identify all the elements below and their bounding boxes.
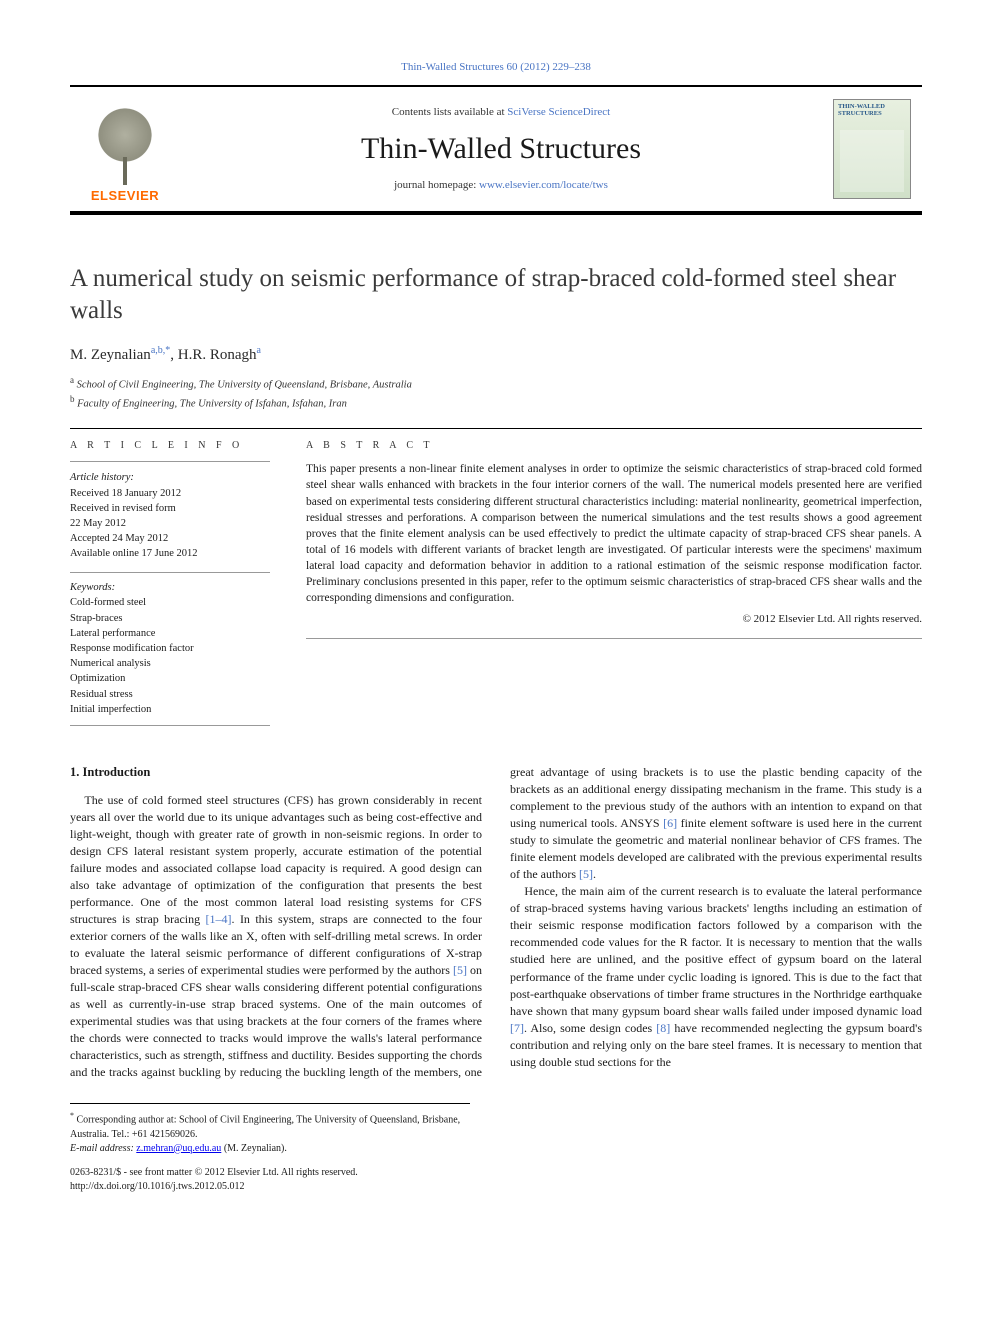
kw-4: Numerical analysis — [70, 658, 151, 669]
header-citation: Thin-Walled Structures 60 (2012) 229–238 — [70, 60, 922, 75]
p1a: The use of cold formed steel structures … — [70, 793, 482, 926]
keywords-label: Keywords: — [70, 572, 270, 596]
affil-b-marker: b — [70, 394, 75, 404]
kw-1: Strap-braces — [70, 613, 122, 624]
cite-5a[interactable]: [5] — [453, 963, 467, 977]
author-1-affil[interactable]: a,b, — [151, 345, 165, 356]
cover-thumb-title: THIN-WALLED STRUCTURES — [838, 104, 906, 117]
cover-thumb-body — [840, 130, 904, 192]
title-block: A numerical study on seismic performance… — [70, 263, 922, 412]
p2c: . — [593, 867, 596, 881]
corr-label: Corresponding author at: — [74, 1115, 179, 1126]
history-1: Received in revised form — [70, 503, 176, 514]
cover-thumb-wrap: THIN-WALLED STRUCTURES — [822, 87, 922, 211]
masthead-center: Contents lists available at SciVerse Sci… — [180, 87, 822, 211]
affil-b: b Faculty of Engineering, The University… — [70, 393, 922, 412]
corresponding-author-note: * Corresponding author at: School of Civ… — [70, 1110, 470, 1141]
publisher-block: ELSEVIER — [70, 87, 180, 211]
publisher-label: ELSEVIER — [91, 187, 159, 205]
abstract-col: A B S T R A C T This paper presents a no… — [306, 429, 922, 726]
email-label: E-mail address: — [70, 1143, 136, 1154]
p3b: . Also, some design codes — [524, 1021, 656, 1035]
affil-a-marker: a — [70, 375, 74, 385]
affiliations: a School of Civil Engineering, The Unive… — [70, 374, 922, 413]
sciencedirect-link[interactable]: SciVerse ScienceDirect — [507, 106, 610, 118]
footnotes: * Corresponding author at: School of Civ… — [70, 1103, 470, 1155]
kw-2: Lateral performance — [70, 628, 155, 639]
kw-0: Cold-formed steel — [70, 597, 146, 608]
kw-5: Optimization — [70, 673, 125, 684]
homepage-prefix: journal homepage: — [394, 179, 479, 191]
kw-6: Residual stress — [70, 689, 133, 700]
cite-8[interactable]: [8] — [656, 1021, 670, 1035]
author-2: H.R. Ronagh — [178, 347, 257, 363]
homepage-link[interactable]: www.elsevier.com/locate/tws — [479, 179, 608, 191]
masthead: ELSEVIER Contents lists available at Sci… — [70, 85, 922, 215]
history-0: Received 18 January 2012 — [70, 488, 181, 499]
author-2-affil[interactable]: a — [257, 345, 261, 356]
p3a: Hence, the main aim of the current resea… — [510, 884, 922, 1017]
author-1: M. Zeynalian — [70, 347, 151, 363]
doi-line: http://dx.doi.org/10.1016/j.tws.2012.05.… — [70, 1180, 470, 1194]
affil-a: a School of Civil Engineering, The Unive… — [70, 374, 922, 393]
cite-6[interactable]: [6] — [663, 816, 677, 830]
journal-name: Thin-Walled Structures — [180, 128, 822, 170]
info-abstract-row: A R T I C L E I N F O Article history: R… — [70, 429, 922, 726]
para-2: Hence, the main aim of the current resea… — [510, 883, 922, 1070]
contents-prefix: Contents lists available at — [392, 106, 507, 118]
abstract-bottom-rule — [306, 638, 922, 639]
header-journal: Thin-Walled Structures — [401, 61, 504, 73]
abstract-heading: A B S T R A C T — [306, 429, 922, 461]
cite-1-4[interactable]: [1–4] — [206, 912, 232, 926]
history-4: Available online 17 June 2012 — [70, 548, 198, 559]
affil-a-text: School of Civil Engineering, The Univers… — [77, 379, 412, 390]
abstract-copyright: © 2012 Elsevier Ltd. All rights reserved… — [306, 612, 922, 627]
author-sep: , — [170, 347, 178, 363]
header-cite: 60 (2012) 229–238 — [507, 61, 591, 73]
email-link[interactable]: z.mehran@uq.edu.au — [136, 1143, 221, 1154]
article-title: A numerical study on seismic performance… — [70, 263, 922, 326]
article-history: Article history: Received 18 January 201… — [70, 462, 270, 561]
affil-b-text: Faculty of Engineering, The University o… — [77, 399, 347, 410]
email-note: E-mail address: z.mehran@uq.edu.au (M. Z… — [70, 1142, 470, 1156]
footer-meta: 0263-8231/$ - see front matter © 2012 El… — [70, 1166, 470, 1194]
journal-cover-thumbnail: THIN-WALLED STRUCTURES — [833, 99, 911, 199]
homepage-line: journal homepage: www.elsevier.com/locat… — [180, 178, 822, 193]
header-citation-link[interactable]: Thin-Walled Structures 60 (2012) 229–238 — [401, 61, 591, 73]
article-info-col: A R T I C L E I N F O Article history: R… — [70, 429, 270, 726]
cite-5b[interactable]: [5] — [579, 867, 593, 881]
history-2: 22 May 2012 — [70, 518, 126, 529]
history-3: Accepted 24 May 2012 — [70, 533, 168, 544]
keywords-list: Cold-formed steel Strap-braces Lateral p… — [70, 595, 270, 717]
kw-3: Response modification factor — [70, 643, 194, 654]
contents-line: Contents lists available at SciVerse Sci… — [180, 105, 822, 120]
article-info-heading: A R T I C L E I N F O — [70, 429, 270, 462]
kw-7: Initial imperfection — [70, 704, 151, 715]
section-1-heading: 1. Introduction — [70, 764, 482, 782]
abstract-text: This paper presents a non-linear finite … — [306, 461, 922, 606]
history-label: Article history: — [70, 472, 134, 483]
cite-7[interactable]: [7] — [510, 1021, 524, 1035]
email-paren: (M. Zeynalian). — [221, 1143, 287, 1154]
elsevier-tree-icon — [85, 107, 165, 187]
info-bottom-rule — [70, 725, 270, 726]
issn-line: 0263-8231/$ - see front matter © 2012 El… — [70, 1166, 470, 1180]
authors-line: M. Zeynaliana,b,*, H.R. Ronagha — [70, 344, 922, 366]
body-text: 1. Introduction The use of cold formed s… — [70, 764, 922, 1081]
